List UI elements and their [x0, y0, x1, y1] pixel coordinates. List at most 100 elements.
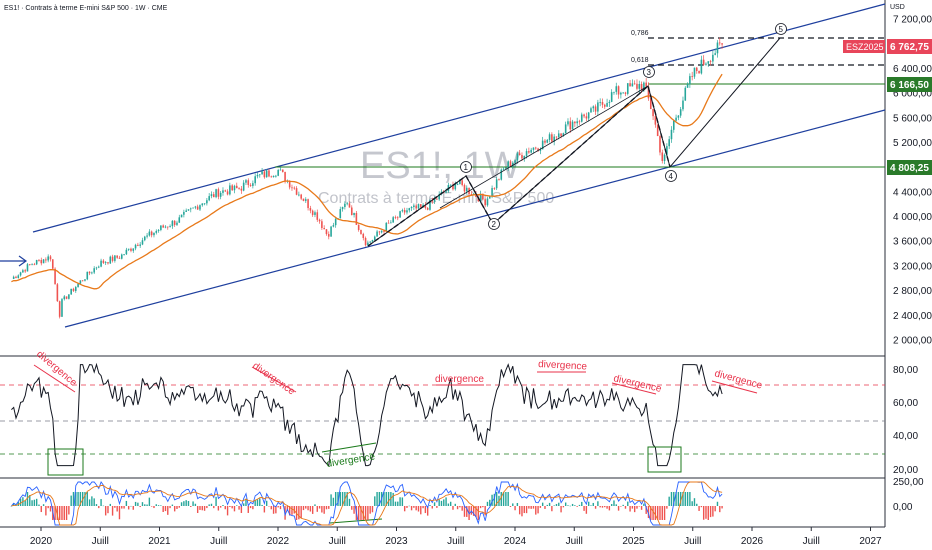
candle-body [45, 259, 47, 261]
candle-body [164, 226, 167, 228]
candle-body [521, 155, 523, 159]
candle-body [486, 198, 489, 206]
macd-bar [252, 506, 254, 510]
macd-bar [367, 506, 369, 520]
candle-body [252, 183, 254, 186]
candle-body [298, 194, 300, 196]
macd-bar [130, 505, 132, 507]
macd-bar [132, 506, 134, 510]
macd-bar [675, 492, 677, 506]
macd-bar [293, 506, 295, 514]
macd-bar [601, 506, 604, 508]
candle-body [279, 169, 282, 171]
macd-bar [686, 492, 689, 506]
candle-body [532, 147, 535, 150]
macd-bar [125, 500, 128, 506]
time-tick-label: Juill [447, 536, 464, 547]
candle-body [564, 124, 567, 134]
divergence-label-3: divergence [435, 374, 484, 385]
candle-body [410, 206, 413, 209]
candle-body [17, 275, 20, 278]
candle-body [203, 203, 206, 205]
macd-bar [590, 505, 592, 506]
candle-body [56, 284, 59, 302]
macd-bar [328, 506, 330, 509]
candle-body [523, 155, 526, 159]
macd-bar [148, 497, 151, 506]
candle-body [700, 59, 703, 74]
macd-bar [698, 506, 700, 511]
macd-divergence-line [329, 518, 383, 524]
time-axis[interactable]: 2020 Juill 2021 Juill 2022 Juill 2023 Juill 2024… [30, 527, 882, 547]
macd-bar [493, 493, 496, 506]
channel-lower-line[interactable] [64, 109, 886, 328]
price-tick: 2 800,00 [893, 286, 932, 297]
candle-body [224, 190, 227, 192]
macd-bar [640, 506, 643, 510]
macd-bar [558, 502, 560, 506]
macd-bar [93, 498, 95, 506]
candle-body [716, 42, 719, 54]
macd-bar [413, 506, 415, 508]
candle-body [171, 220, 174, 227]
candle-body [127, 248, 130, 250]
macd-bar [622, 504, 624, 506]
macd-bar [516, 502, 519, 506]
macd-bar [548, 502, 551, 506]
macd-bar [353, 506, 355, 514]
candle-body [153, 232, 155, 236]
candle-body [530, 149, 532, 153]
macd-bar [134, 501, 137, 506]
candle-body [587, 112, 590, 119]
candle-body [620, 92, 622, 95]
candle-body [689, 76, 691, 85]
channel-upper-line[interactable] [32, 3, 886, 233]
candle-body [178, 217, 181, 223]
candle-body [311, 210, 314, 215]
macd-bar [585, 506, 588, 514]
macd-bar [594, 506, 597, 509]
macd-bar [249, 506, 252, 509]
candle-body [258, 174, 261, 176]
macd-line [11, 481, 723, 526]
macd-bar [100, 499, 102, 506]
macd-bar [79, 492, 82, 506]
macd-bar [219, 506, 222, 508]
macd-bar [505, 492, 507, 506]
macd-bar [176, 506, 178, 509]
price-axis[interactable]: 7 200,006 800,006 400,006 000,005 600,00… [893, 15, 932, 347]
candle-body [107, 262, 109, 264]
candle-body [256, 174, 259, 177]
candle-body [307, 199, 309, 209]
macd-bar [144, 504, 146, 506]
macd-bar [254, 500, 256, 506]
candle-body [350, 207, 353, 216]
macd-bar [224, 506, 226, 510]
candle-body [518, 153, 521, 156]
macd-bar [422, 506, 424, 509]
macd-bar [183, 501, 185, 506]
macd-bar [236, 505, 238, 506]
macd-bar [696, 503, 698, 506]
macd-bar [394, 501, 397, 506]
macd-bar [58, 506, 61, 520]
candle-body [330, 226, 332, 237]
macd-bar [282, 505, 284, 507]
macd-bar [305, 506, 307, 509]
macd-bar [362, 506, 364, 520]
time-tick-label: 2027 [859, 536, 882, 547]
macd-bar [535, 506, 537, 515]
divergence-line-6 [711, 380, 758, 394]
macd-bar [31, 500, 33, 506]
candle-body [419, 204, 422, 207]
macd-bar [652, 506, 654, 520]
candle-body [302, 198, 305, 201]
candle-body [537, 148, 539, 151]
macd-bar [512, 503, 514, 506]
macd-bar [463, 506, 466, 517]
candle-body [511, 162, 514, 167]
candle-body [192, 207, 194, 209]
macd-bar [268, 506, 270, 507]
macd-bar [337, 492, 339, 506]
